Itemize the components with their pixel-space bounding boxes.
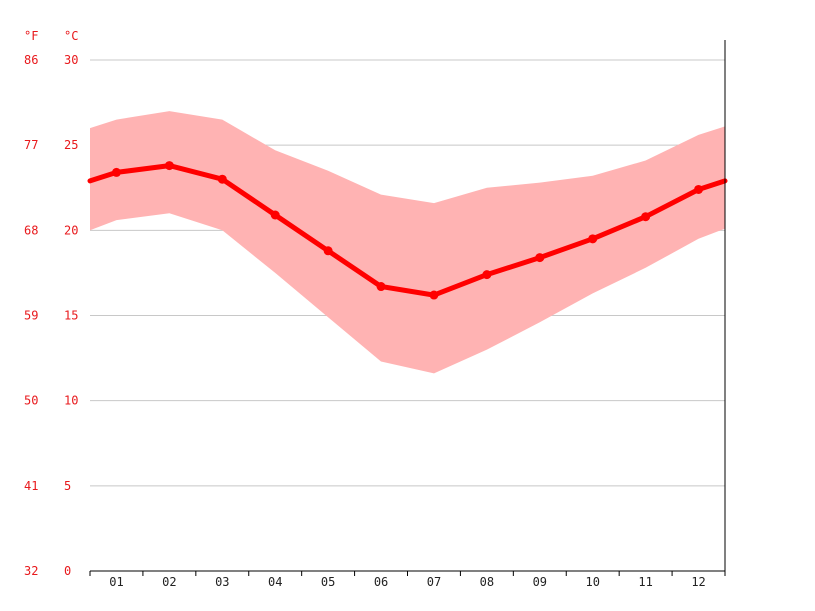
- celsius-tick-10: 10: [64, 394, 78, 408]
- x-tick-label-07: 07: [427, 575, 441, 589]
- mean-temperature-line: [87, 163, 728, 298]
- x-tick-label-11: 11: [638, 575, 652, 589]
- x-tick-label-01: 01: [109, 575, 123, 589]
- celsius-tick-5: 5: [64, 479, 71, 493]
- fahrenheit-tick-32: 32: [24, 564, 38, 578]
- x-tick-label-05: 05: [321, 575, 335, 589]
- mean-point-10: [588, 234, 598, 244]
- axis-labels: °F °C 0 32 5 41 10 50 15 59 20 68 25 77 30 86 01 02 03 04…: [24, 29, 706, 589]
- fahrenheit-unit-label: °F: [24, 29, 38, 43]
- x-tick-label-10: 10: [585, 575, 599, 589]
- axes: [89, 40, 726, 576]
- x-tick-label-09: 09: [533, 575, 547, 589]
- fahrenheit-tick-77: 77: [24, 138, 38, 152]
- fahrenheit-tick-68: 68: [24, 223, 38, 237]
- celsius-tick-25: 25: [64, 138, 78, 152]
- mean-line: [87, 163, 728, 298]
- x-tick-label-06: 06: [374, 575, 388, 589]
- mean-point-05: [323, 246, 333, 256]
- celsius-tick-15: 15: [64, 309, 78, 323]
- mean-point-08: [482, 270, 492, 280]
- mean-temperature-points: [111, 161, 704, 300]
- celsius-tick-0: 0: [64, 564, 71, 578]
- x-tick-label-02: 02: [162, 575, 176, 589]
- fahrenheit-tick-86: 86: [24, 53, 38, 67]
- x-tick-label-12: 12: [691, 575, 705, 589]
- fahrenheit-tick-59: 59: [24, 309, 38, 323]
- celsius-unit-label: °C: [64, 29, 78, 43]
- mean-point-07: [429, 290, 439, 300]
- mean-point-02: [164, 161, 174, 171]
- mean-point-11: [641, 212, 651, 222]
- range-band: [90, 111, 725, 374]
- celsius-tick-30: 30: [64, 53, 78, 67]
- x-tick-label-08: 08: [480, 575, 494, 589]
- fahrenheit-tick-41: 41: [24, 479, 38, 493]
- fahrenheit-tick-50: 50: [24, 394, 38, 408]
- mean-point-06: [376, 282, 386, 292]
- mean-point-03: [217, 174, 227, 184]
- mean-point-12: [694, 184, 704, 194]
- mean-point-01: [111, 167, 121, 177]
- celsius-tick-20: 20: [64, 223, 78, 237]
- mean-point-09: [535, 253, 545, 263]
- x-tick-label-04: 04: [268, 575, 282, 589]
- mean-point-04: [270, 210, 280, 220]
- temperature-range-band: [90, 111, 725, 374]
- x-tick-label-03: 03: [215, 575, 229, 589]
